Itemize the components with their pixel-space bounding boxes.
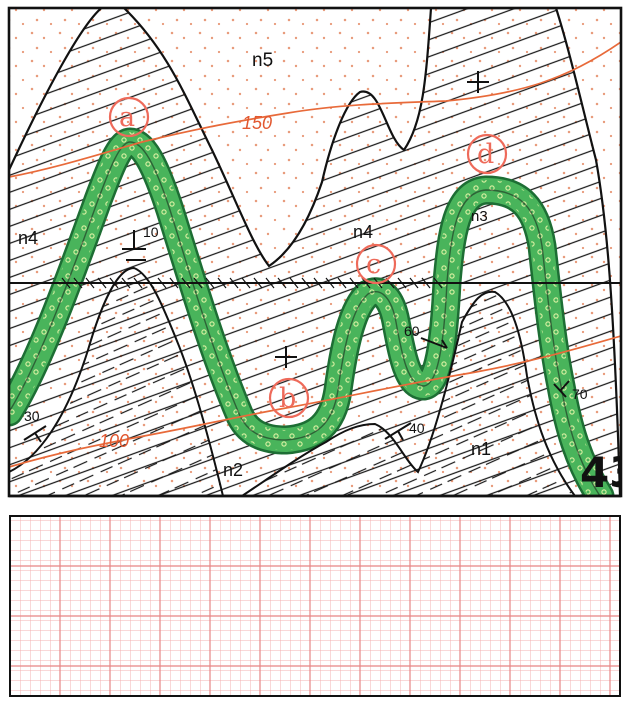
graph-paper-major-grid	[9, 515, 620, 696]
contour-label-100: 100	[99, 431, 129, 451]
dip-symbol-bottom-center	[384, 422, 412, 441]
contour-100	[9, 335, 621, 468]
section-tick-marks	[61, 277, 443, 289]
green-marker-bed-center-line	[9, 141, 601, 496]
dip-symbol-right	[553, 380, 570, 398]
horizontal-bedding-symbol	[122, 230, 146, 261]
contour-label-150: 150	[242, 113, 272, 133]
page-number: 43	[580, 448, 630, 497]
label-n3: n3	[471, 208, 488, 225]
point-a: a	[108, 96, 150, 138]
contour-labels: 150 100	[99, 113, 272, 451]
dip-symbol-center	[420, 337, 448, 349]
plus-symbol-upper-right	[467, 71, 489, 93]
dip-label-center: 60	[404, 323, 420, 339]
point-c-label: c	[366, 249, 381, 280]
graph-paper-frame	[9, 515, 621, 697]
point-d-label: d	[477, 139, 494, 170]
point-b-label: b	[279, 383, 296, 414]
point-d: d	[466, 133, 508, 175]
dip-label-bottom-center: 40	[409, 420, 425, 436]
point-b: b	[268, 377, 310, 419]
structure-symbols	[23, 71, 570, 443]
point-c: c	[355, 243, 397, 285]
left-lower-contact	[9, 266, 224, 496]
map-area: n5 n4 n4 n3 n2 n1 150 100 10 30 60 40 70	[9, 8, 630, 497]
circled-point-labels: a b c d	[108, 96, 508, 419]
right-lower-contact	[241, 290, 576, 496]
plus-symbol-center	[275, 346, 297, 368]
dip-labels: 10 30 60 40 70	[24, 224, 588, 436]
dip-label-left-top: 10	[143, 224, 159, 240]
label-n4-center: n4	[353, 222, 373, 242]
label-n4-left: n4	[18, 228, 38, 248]
point-a-label: a	[119, 102, 135, 133]
dip-label-left-bottom: 30	[24, 408, 40, 424]
graph-paper-grid	[10, 516, 620, 696]
n2-dashed-unit-area	[9, 268, 575, 496]
formation-labels: n5 n4 n4 n3 n2 n1	[18, 50, 491, 480]
dip-label-right: 70	[572, 386, 588, 402]
label-n5: n5	[252, 50, 273, 71]
label-n2: n2	[223, 460, 243, 480]
label-n1: n1	[471, 439, 491, 459]
contour-150	[9, 41, 621, 178]
dip-symbol-left-bottom	[23, 425, 47, 443]
